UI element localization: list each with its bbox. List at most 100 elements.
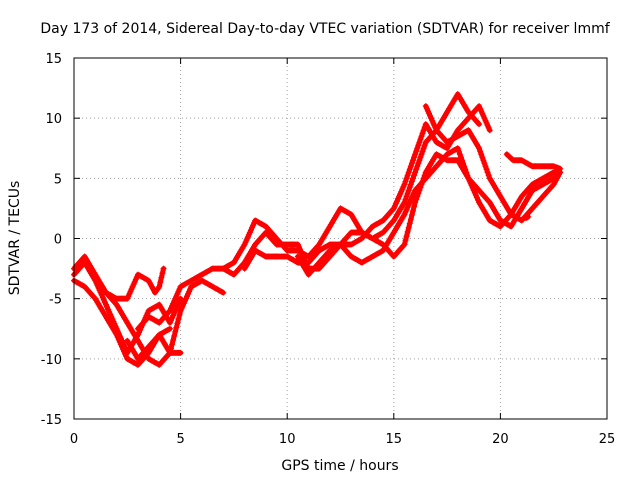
data-point (403, 175, 410, 182)
data-point (173, 324, 180, 331)
series-track-4 (102, 277, 227, 368)
data-point (479, 154, 486, 161)
y-tick-label: 10 (45, 112, 62, 127)
data-point (420, 145, 427, 152)
y-tick-label: 0 (54, 233, 62, 248)
y-tick-label: 15 (45, 52, 62, 67)
data-point (417, 154, 424, 161)
series-track-12 (522, 213, 532, 222)
data-point (404, 228, 411, 235)
data-point (408, 212, 415, 219)
x-tick-label: 20 (492, 432, 509, 447)
data-point (421, 142, 428, 149)
series-trace (220, 103, 493, 278)
series-track-5 (124, 331, 184, 362)
data-point (409, 207, 416, 214)
data-point (166, 325, 173, 332)
y-axis-label: SDTVAR / TECUs (7, 181, 23, 296)
data-point (414, 163, 421, 170)
data-point (405, 224, 412, 231)
axis-ticks: 0 5 10 15 20 25 -15 -10 -5 0 5 10 15 (41, 52, 616, 447)
data-point (412, 199, 419, 206)
data-point (420, 175, 427, 182)
data-point (456, 151, 463, 158)
data-point (401, 181, 408, 188)
data-point (419, 178, 426, 185)
data-point (176, 311, 183, 318)
y-tick-label: -5 (49, 293, 62, 308)
data-point (172, 328, 179, 335)
data-point (455, 148, 462, 155)
data-point (160, 265, 167, 272)
data-point (157, 279, 164, 286)
data-point (409, 157, 416, 164)
data-point (413, 196, 420, 203)
data-point (457, 154, 464, 161)
data-point (478, 151, 485, 158)
data-point (475, 119, 482, 126)
data-point (411, 172, 418, 179)
data-point (481, 160, 488, 167)
data-point (454, 145, 461, 152)
data-point (169, 341, 176, 348)
data-point (408, 160, 415, 167)
data-point (484, 169, 491, 176)
data-point (91, 294, 98, 301)
series-track-9 (294, 151, 564, 278)
data-point (418, 133, 425, 140)
data-point (175, 316, 182, 323)
data-point (165, 308, 172, 315)
data-point (407, 181, 414, 188)
y-tick-label: -10 (41, 353, 62, 368)
x-tick-label: 10 (279, 432, 296, 447)
data-point (406, 166, 413, 173)
data-point (158, 274, 165, 281)
data-point (413, 148, 420, 155)
series-track-8 (241, 145, 564, 272)
data-point (112, 300, 119, 307)
data-point (419, 130, 426, 137)
data-point (421, 172, 428, 179)
data-point (557, 165, 564, 172)
data-point (417, 136, 424, 143)
data-point (404, 190, 411, 197)
data-layer (71, 91, 564, 368)
data-point (477, 148, 484, 155)
series-track-11 (503, 151, 564, 172)
data-point (413, 166, 420, 173)
x-tick-label: 5 (176, 432, 184, 447)
data-point (415, 142, 422, 149)
data-point (416, 187, 423, 194)
plot-frame (73, 57, 608, 420)
data-point (411, 203, 418, 210)
data-point (419, 148, 426, 155)
data-point (401, 241, 408, 248)
data-point (156, 283, 163, 290)
data-point (485, 198, 492, 205)
y-tick-label: -15 (41, 413, 62, 428)
data-point (407, 163, 414, 170)
data-point (420, 127, 427, 134)
data-point (177, 349, 184, 356)
data-point (159, 270, 166, 277)
data-point (170, 337, 177, 344)
data-point (524, 214, 531, 221)
data-point (165, 326, 172, 333)
data-point (407, 216, 414, 223)
data-point (418, 151, 425, 158)
y-tick-label: 5 (54, 172, 62, 187)
data-point (405, 169, 412, 176)
data-point (403, 233, 410, 240)
data-point (485, 172, 492, 179)
data-point (405, 187, 412, 194)
x-axis-label: GPS time / hours (281, 458, 398, 474)
grid (74, 58, 607, 419)
data-point (525, 213, 532, 220)
data-point (171, 332, 178, 339)
data-point (404, 172, 411, 179)
data-point (220, 289, 227, 296)
data-point (401, 199, 408, 206)
chart-title: Day 173 of 2014, Sidereal Day-to-day VTE… (40, 21, 610, 37)
data-point (400, 242, 407, 249)
